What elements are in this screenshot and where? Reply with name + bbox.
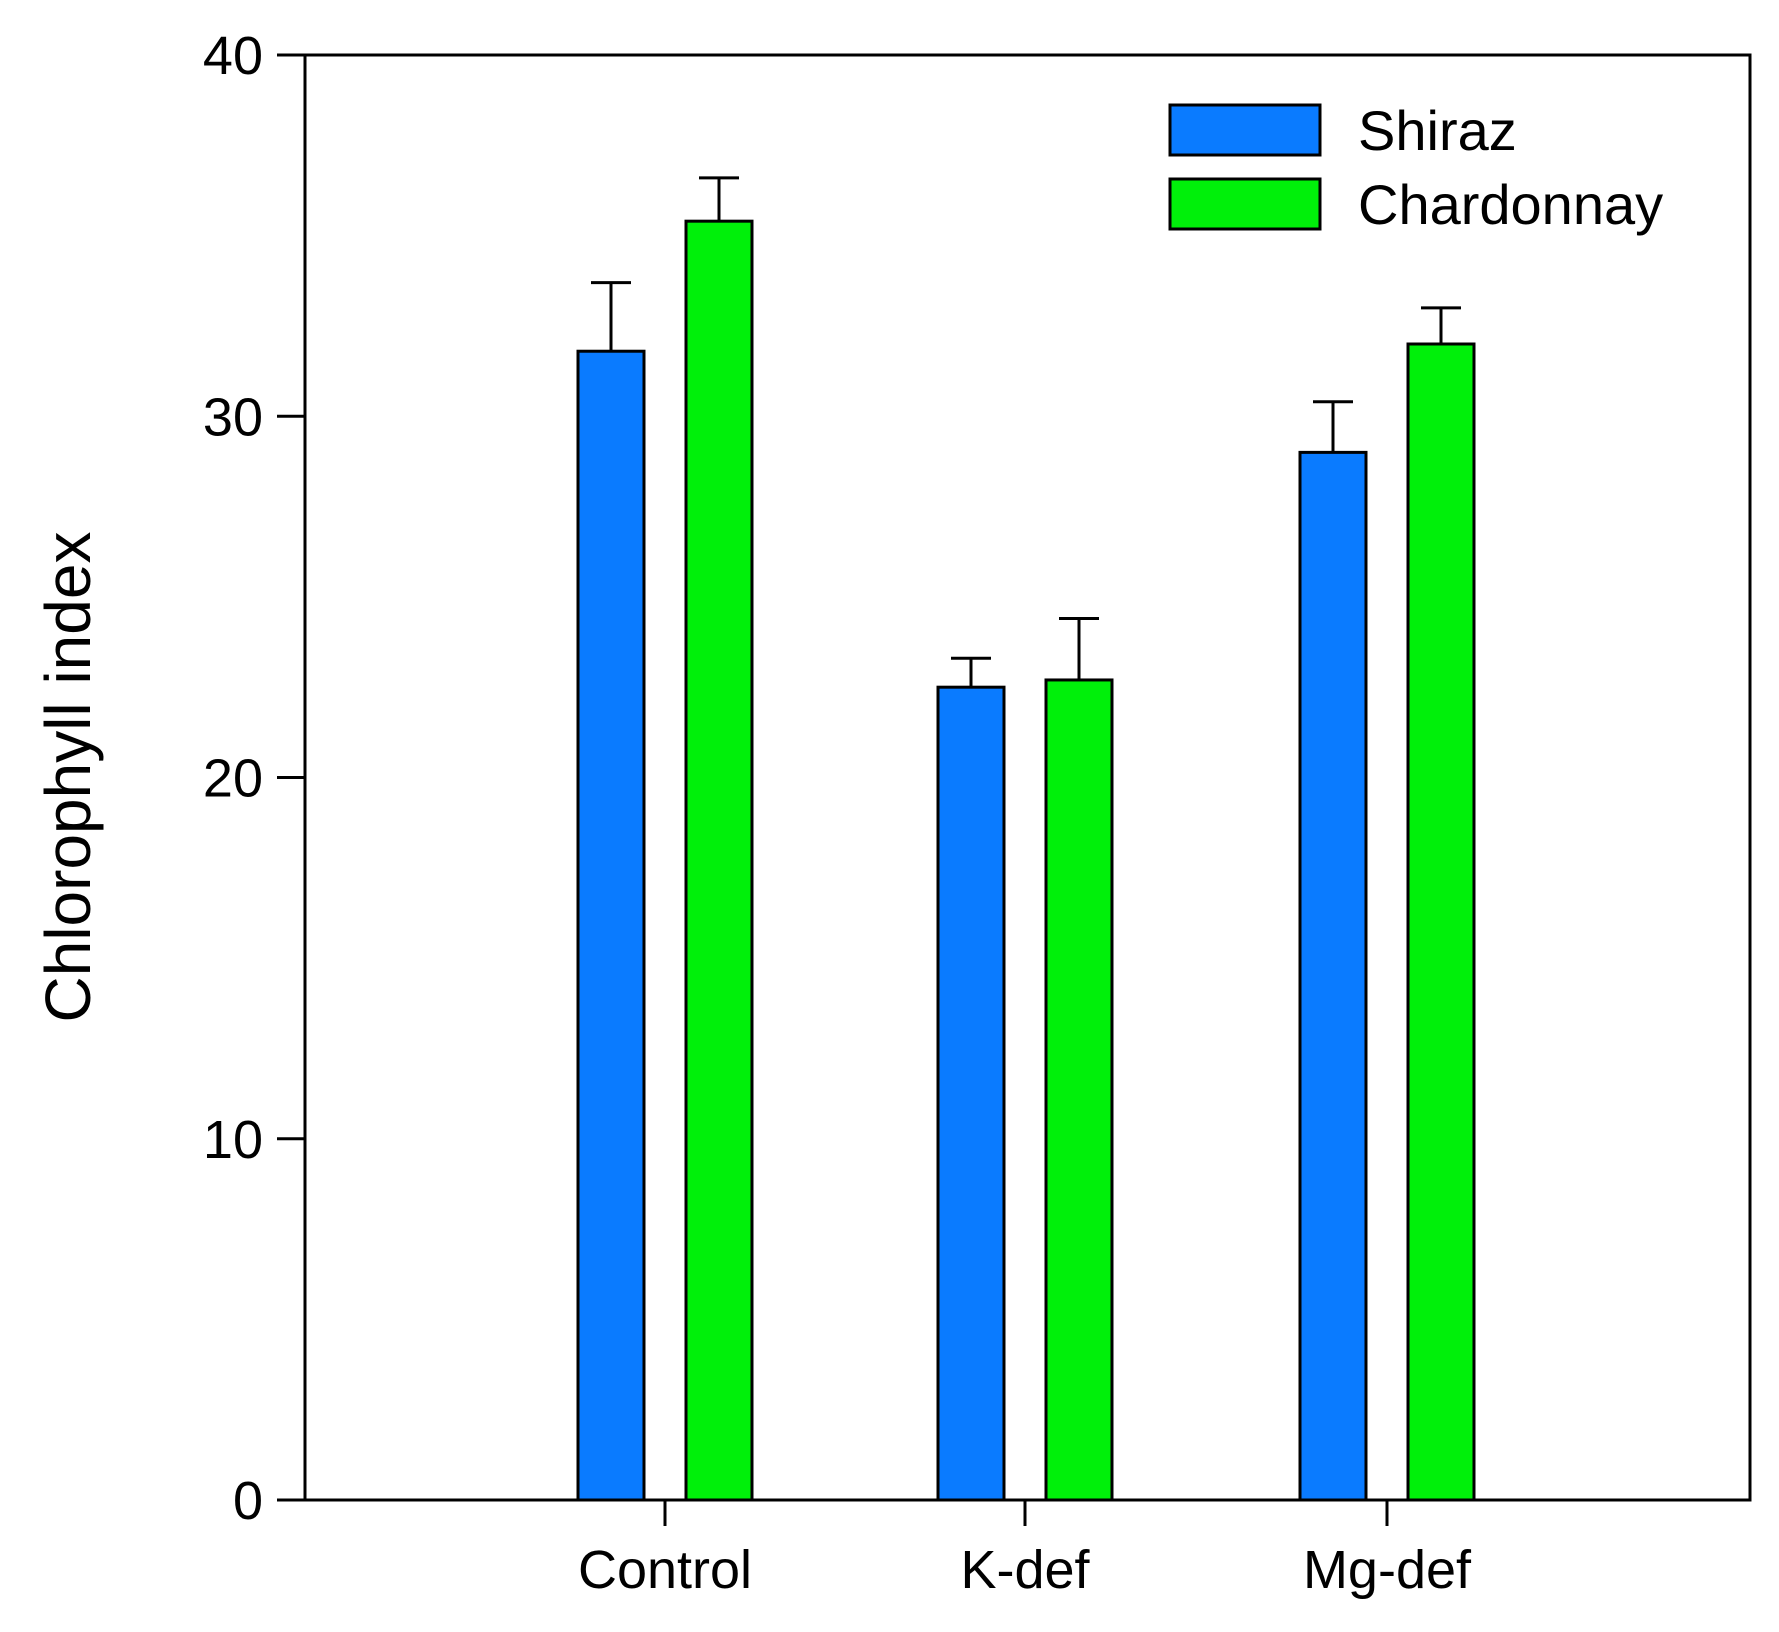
axes (303, 53, 1752, 1502)
y-ticks: 0 10 20 30 40 (203, 26, 305, 1531)
x-ticks: Control K-def Mg-def (578, 1500, 1472, 1600)
bar-shiraz-control (576, 349, 646, 1502)
bar-chardonnay-control (684, 219, 754, 1502)
bar-chardonnay-k-def (1044, 678, 1114, 1502)
legend-swatch-chardonnay (1168, 177, 1322, 231)
legend-label-chardonnay: Chardonnay (1358, 173, 1663, 236)
y-tick-label: 0 (233, 1471, 263, 1531)
legend-swatch-shiraz (1168, 103, 1322, 157)
bar-chardonnay-mg-def (1406, 342, 1476, 1502)
bars (576, 219, 1476, 1502)
error-bars (591, 176, 1461, 688)
y-tick-label: 30 (203, 387, 263, 447)
plot-frame (303, 53, 1752, 1502)
bar-shiraz-k-def (936, 685, 1006, 1502)
legend: Shiraz Chardonnay (1168, 99, 1663, 236)
y-axis-title: Chlorophyll index (32, 532, 104, 1023)
legend-label-shiraz: Shiraz (1358, 99, 1517, 162)
y-tick-label: 10 (203, 1110, 263, 1170)
x-tick-label: Mg-def (1303, 1540, 1472, 1600)
y-tick-label: 20 (203, 749, 263, 809)
y-tick-label: 40 (203, 26, 263, 86)
x-tick-label: K-def (960, 1540, 1090, 1600)
bar-shiraz-mg-def (1298, 450, 1368, 1502)
x-tick-label: Control (578, 1540, 752, 1600)
